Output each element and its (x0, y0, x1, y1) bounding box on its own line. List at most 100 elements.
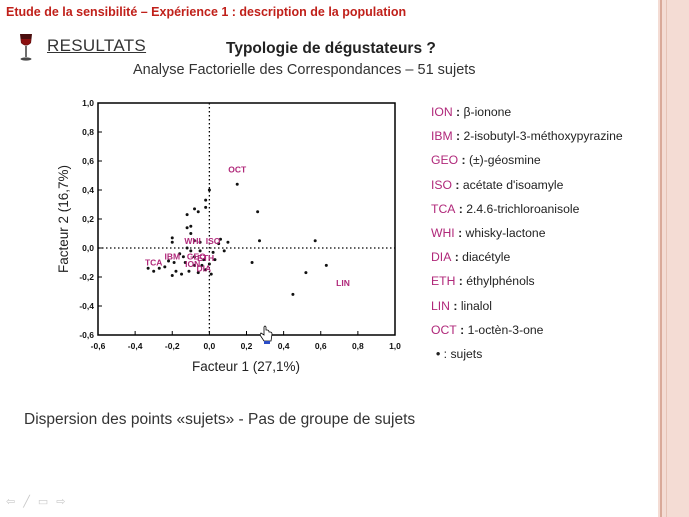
subject-point (304, 271, 308, 275)
subject-point (209, 272, 213, 276)
subject-point (204, 198, 208, 202)
subject-point (217, 242, 221, 246)
cursor-icon (259, 325, 273, 344)
x-tick-label: 1,0 (389, 341, 401, 351)
subject-point (256, 210, 260, 214)
subject-point (185, 226, 189, 230)
subject-point (213, 258, 217, 262)
subject-point (193, 263, 197, 267)
slide-border (658, 0, 689, 517)
subject-point (196, 271, 200, 275)
x-tick-label: 0,4 (278, 341, 290, 351)
variable-label-eth: ETH (197, 253, 214, 263)
legend-code: ETH (431, 274, 456, 289)
section-title: RESULTATS (47, 36, 147, 55)
subject-point (204, 205, 208, 209)
scatter-chart: -0,6 -0,4 -0,2 0,0 0,2 0,4 0,6 0,8 1,0 -0,6 -0,4 -0… (56, 98, 401, 374)
legend-item: IBM : 2-isobutyl-3-méthoxypyrazine (431, 129, 623, 144)
subject-point (204, 268, 208, 272)
legend-item-subjects: • : sujets (431, 346, 623, 370)
x-tick-label: 0,6 (315, 341, 327, 351)
legend-code: WHI (431, 225, 455, 240)
subject-point (178, 252, 182, 256)
slide-question: Typologie de dégustateurs ? (226, 40, 436, 57)
x-tick-label: 0,8 (352, 341, 364, 351)
variable-label-tca: TCA (145, 258, 162, 268)
subject-point (324, 263, 328, 267)
subject-point (193, 239, 197, 243)
slide: Etude de la sensibilité – Expérience 1 :… (6, 5, 623, 508)
y-tick-label: -0,4 (79, 301, 94, 311)
legend-code: ISO (431, 177, 452, 192)
subject-point (193, 255, 197, 259)
y-tick-label: 0,4 (82, 185, 94, 195)
y-axis-label: Facteur 2 (16,7%) (56, 165, 71, 273)
slides-icon[interactable]: ▭ (37, 496, 49, 508)
variable-label-dia: DIA (196, 263, 211, 273)
legend-desc: linalol (460, 298, 492, 313)
subject-point (167, 259, 171, 263)
legend-code: GEO (431, 153, 459, 168)
subject-point (170, 240, 174, 244)
subject-point (157, 266, 161, 270)
subject-point (313, 239, 317, 243)
subject-point (202, 258, 206, 262)
legend-item: OCT : 1-octèn-3-one (431, 322, 544, 337)
legend-item: ISO : acétate d'isoamyle (431, 177, 564, 192)
y-tick-label: 0,8 (82, 127, 94, 137)
legend-item: WHI : whisky-lactone (431, 225, 546, 240)
subject-point (170, 236, 174, 240)
variable-label-geo: GEO (187, 252, 206, 262)
legend-item: GEO : (±)-géosmine (431, 153, 541, 168)
legend-desc: : sujets (443, 346, 483, 361)
subject-point (163, 265, 167, 269)
legend-desc: acétate d'isoamyle (462, 177, 564, 192)
x-axis-label: Facteur 1 (27,1%) (192, 359, 300, 374)
slide-subtitle: Analyse Factorielle des Correspondances … (133, 62, 476, 78)
subject-point (198, 240, 202, 244)
x-tick-label: -0,2 (165, 341, 180, 351)
subject-point (211, 250, 215, 254)
subject-point (146, 266, 150, 270)
subject-point (207, 262, 211, 266)
legend-code: IBM (431, 129, 453, 144)
variable-label-lin: LIN (336, 278, 350, 288)
arrow-left-icon[interactable]: ⇦ (6, 496, 16, 508)
legend-desc: 2.4.6-trichloroanisole (466, 201, 580, 216)
legend-item: TCA : 2.4.6-trichloroanisole (431, 201, 580, 216)
legend-desc: 2-isobutyl-3-méthoxypyrazine (463, 129, 623, 144)
y-tick-label: -0,6 (79, 330, 94, 340)
subject-point (193, 207, 197, 211)
subject-point (189, 249, 193, 253)
subject-point (235, 182, 239, 186)
legend-code: ION (431, 105, 453, 119)
variable-label-ion: ION (185, 259, 200, 269)
legend-code: DIA (431, 250, 452, 265)
subject-point (185, 246, 189, 250)
variable-label-oct: OCT (228, 165, 247, 175)
legend-code: OCT (431, 322, 457, 337)
subject-dot-icon: • (436, 346, 441, 361)
y-tick-label: 0,0 (82, 243, 94, 253)
legend-item: LIN : linalol (431, 298, 492, 313)
y-tick-label: 0,6 (82, 156, 94, 166)
subject-point (196, 210, 200, 214)
legend-desc: β-ionone (463, 105, 512, 119)
subject-point (189, 232, 193, 235)
legend-desc: whisky-lactone (465, 225, 546, 240)
subject-point (226, 240, 230, 244)
plot-frame (97, 102, 396, 336)
subject-point (180, 272, 184, 276)
pen-icon[interactable]: ╱ (23, 496, 30, 508)
x-tick-label: -0,4 (128, 341, 143, 351)
variable-label-iso: ISO (206, 236, 221, 246)
subject-point (189, 224, 193, 228)
legend-desc: diacétyle (462, 250, 511, 265)
subject-point (198, 249, 202, 253)
subject-point (291, 292, 295, 296)
y-tick-label: 0,2 (82, 214, 94, 224)
y-tick-label: 1,0 (82, 98, 94, 108)
arrow-right-icon[interactable]: ⇨ (56, 496, 66, 508)
legend-desc: (±)-géosmine (468, 153, 541, 168)
slide-caption: Dispersion des points «sujets» - Pas de … (24, 411, 416, 428)
